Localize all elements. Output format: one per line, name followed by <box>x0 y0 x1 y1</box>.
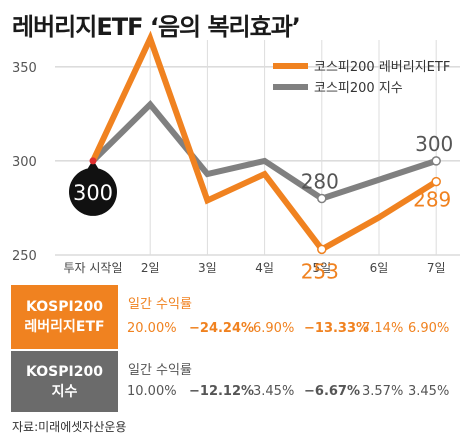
daily-return-value: −24.24% <box>189 321 255 336</box>
daily-return-value: 3.45% <box>408 384 450 399</box>
data-point <box>431 176 441 187</box>
index-row-header-line2: 지수 <box>51 383 78 400</box>
data-points <box>69 156 441 255</box>
daily-return-value: −12.12% <box>189 384 255 399</box>
leverage-row-body: 일간 수익률 20.00% −24.24% 6.90% −13.33% 7.14% 6.9… <box>118 285 456 349</box>
y-tick-label: 250 <box>12 249 37 264</box>
data-point <box>317 244 327 255</box>
daily-return-value: 6.90% <box>253 321 295 336</box>
y-tick-label: 300 <box>12 155 37 170</box>
x-tick-label: 6일 <box>370 261 389 275</box>
x-tick-label: 3일 <box>198 261 217 275</box>
data-label: 289 <box>413 188 451 212</box>
start-point <box>89 157 97 165</box>
x-tick-label: 4일 <box>255 261 274 275</box>
series-lines <box>90 30 438 254</box>
daily-return-value: 6.90% <box>408 321 450 336</box>
x-tick-label: 7일 <box>427 261 446 275</box>
leverage-row-values: 20.00% −24.24% 6.90% −13.33% 7.14% 6.90% <box>118 321 456 341</box>
series-line-0 <box>90 30 438 254</box>
data-labels: 300 280 300 253 289 <box>73 132 453 283</box>
x-tick-label: 5일 <box>312 261 331 275</box>
leverage-return-row: KOSPI200 레버리지ETF 일간 수익률 20.00% −24.24% 6.9… <box>11 285 456 349</box>
data-label: 253 <box>301 259 339 283</box>
start-value-label: 300 <box>73 181 113 205</box>
x-tick-label: 투자 시작일 <box>63 261 122 275</box>
leverage-row-header: KOSPI200 레버리지ETF <box>11 285 118 349</box>
data-label: 280 <box>301 170 339 194</box>
legend: 코스피200 레버리지ETF 코스피200 지수 <box>273 60 450 96</box>
data-point <box>431 156 441 166</box>
index-row-header-line1: KOSPI200 <box>26 363 103 380</box>
index-row-header: KOSPI200 지수 <box>11 351 118 412</box>
legend-label: 코스피200 지수 <box>314 81 403 96</box>
leverage-row-header-line2: 레버리지ETF <box>24 319 105 335</box>
daily-return-value: 20.00% <box>127 321 177 336</box>
daily-return-value: 7.14% <box>362 321 404 336</box>
series-line-1 <box>90 100 438 202</box>
leverage-row-header-line1: KOSPI200 <box>26 299 103 315</box>
start-bubble <box>69 167 117 216</box>
y-tick-label: 350 <box>12 61 37 76</box>
source-note: 자료:미래에셋자산운용 <box>12 420 127 434</box>
daily-return-value: 10.00% <box>127 384 177 399</box>
data-label: 300 <box>415 132 453 156</box>
daily-return-value: −13.33% <box>304 321 370 336</box>
index-return-row: KOSPI200 지수 일간 수익률 10.00% −12.12% 3.45% −6.… <box>11 351 456 412</box>
index-row-values: 10.00% −12.12% 3.45% −6.67% 3.57% 3.45% <box>118 384 456 404</box>
leverage-row-caption: 일간 수익률 <box>128 297 192 312</box>
data-point <box>317 193 327 204</box>
y-axis: 250 300 350 <box>12 61 37 264</box>
x-axis: 투자 시작일 2일 3일 4일 5일 6일 7일 <box>63 261 445 275</box>
daily-return-value: 3.57% <box>362 384 404 399</box>
index-row-body: 일간 수익률 10.00% −12.12% 3.45% −6.67% 3.57% 3.45… <box>118 351 456 412</box>
legend-label: 코스피200 레버리지ETF <box>314 60 450 75</box>
daily-return-value: −6.67% <box>304 384 360 399</box>
x-tick-label: 2일 <box>141 261 160 275</box>
page-title: 레버리지ETF ‘음의 복리효과’ <box>12 13 301 41</box>
index-row-caption: 일간 수익률 <box>128 363 192 378</box>
daily-return-value: 3.45% <box>253 384 295 399</box>
